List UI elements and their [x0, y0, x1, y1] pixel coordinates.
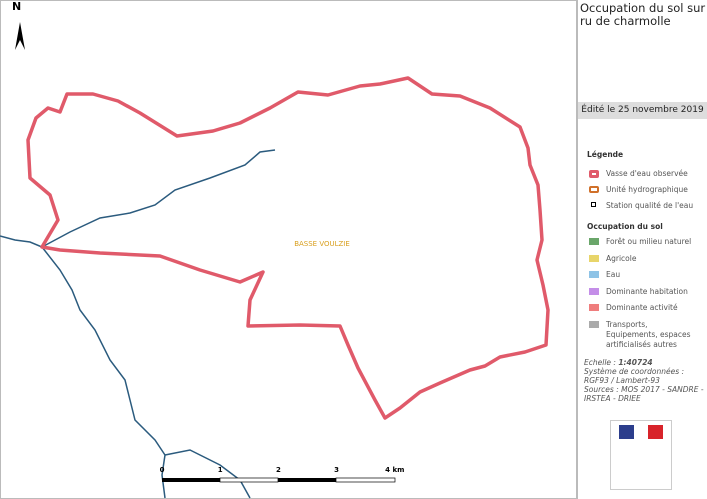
edited-date: Édité le 25 novembre 2019	[578, 102, 707, 119]
landuse-item: Dominante activité	[589, 303, 697, 313]
landuse-swatch	[589, 254, 599, 262]
landuse-label: Transports, Equipements, espaces artific…	[606, 319, 691, 349]
landuse-title: Occupation du sol	[587, 222, 663, 231]
landuse-swatch	[589, 238, 599, 245]
scale-tick: 0	[160, 466, 165, 474]
legend-item: Unité hydrographique	[589, 185, 688, 194]
legend-item: Station qualité de l'eau	[589, 201, 693, 210]
legend-title: Légende	[587, 150, 624, 159]
sidebar: Occupation du sol sur ru de charmolle Édi…	[577, 0, 707, 499]
landuse-label: Agricole	[606, 253, 637, 263]
landuse-swatch	[589, 320, 599, 328]
scale-tick: 4 km	[385, 466, 404, 474]
landuse-item: Forêt ou milieu naturel	[589, 237, 697, 247]
rivers	[0, 149, 276, 499]
credit-line: Système de coordonnées :	[584, 367, 685, 376]
legend-label: Unité hydrographique	[606, 185, 688, 194]
legend-label: Station qualité de l'eau	[606, 201, 694, 210]
landuse-label: Dominante habitation	[606, 286, 688, 296]
landuse-item: Eau	[589, 270, 697, 280]
landuse-swatch	[589, 271, 599, 278]
legend-swatch	[591, 202, 596, 207]
watershed	[26, 76, 550, 420]
legend-swatch	[589, 170, 599, 178]
credit-line: RGF93 / Lambert-93	[584, 376, 660, 385]
landuse-label: Eau	[606, 270, 621, 279]
landuse-item: Agricole	[589, 254, 697, 264]
legend-item: Vasse d'eau observée	[589, 169, 688, 178]
landuse-swatch	[589, 304, 599, 311]
scale-tick: 1	[218, 466, 223, 474]
landuse-item: Dominante habitation	[589, 287, 697, 297]
scale-bar	[162, 477, 396, 483]
north-label: N	[12, 0, 21, 13]
scale-tick: 3	[334, 466, 339, 474]
map-frame	[0, 0, 577, 499]
legend-label: Vasse d'eau observée	[606, 169, 688, 178]
title: Occupation du sol sur ru de charmolle	[580, 1, 706, 28]
logo	[610, 420, 672, 490]
area-label: BASSE VOULZIE	[294, 240, 350, 248]
landuse-item: Transports, Equipements, espaces artific…	[589, 320, 697, 350]
landuse-label: Dominante activité	[606, 303, 678, 312]
landuse-swatch	[589, 287, 599, 295]
legend-swatch	[589, 186, 599, 193]
credits: Echelle : 1:40724 Système de coordonnées…	[584, 358, 704, 403]
credit-line: IRSTEA - DRIEE	[584, 394, 641, 403]
map: N BASSE VOULZIE 0 1 2 3 4 km	[0, 0, 577, 499]
landuse-label: Forêt ou milieu naturel	[606, 237, 692, 246]
scale-tick: 2	[276, 466, 281, 474]
credit-line: Sources : MOS 2017 - SANDRE -	[584, 385, 704, 394]
north-arrow	[15, 22, 25, 50]
